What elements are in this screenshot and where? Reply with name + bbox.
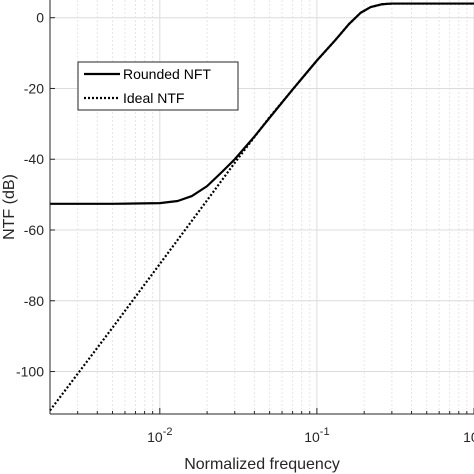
y-tick-label: -80 (24, 293, 44, 309)
x-tick-label: 100 (463, 426, 474, 445)
series-line-ideal-ntf (49, 2, 474, 412)
x-axis-label: Normalized frequency (184, 456, 340, 473)
legend-label-rounded-nft: Rounded NFT (123, 66, 211, 82)
y-tick-label: -40 (24, 151, 44, 167)
legend: Rounded NFT Ideal NTF (77, 61, 239, 111)
legend-box (77, 61, 239, 111)
axes (49, 0, 474, 415)
tick-labels: 0 -20 -40 -60 -80 -100 10-2 10-1 100 (16, 10, 474, 445)
x-tick-label: 10-1 (304, 426, 329, 445)
y-tick-label: -60 (24, 222, 44, 238)
y-tick-label: 0 (36, 10, 44, 26)
x-tick-label: 10-2 (147, 426, 172, 445)
series-group (49, 2, 474, 412)
legend-label-ideal-ntf: Ideal NTF (123, 90, 184, 106)
y-tick-label: -20 (24, 80, 44, 96)
y-tick-label: -100 (16, 364, 44, 380)
y-axis-label: NTF (dB) (1, 174, 18, 240)
